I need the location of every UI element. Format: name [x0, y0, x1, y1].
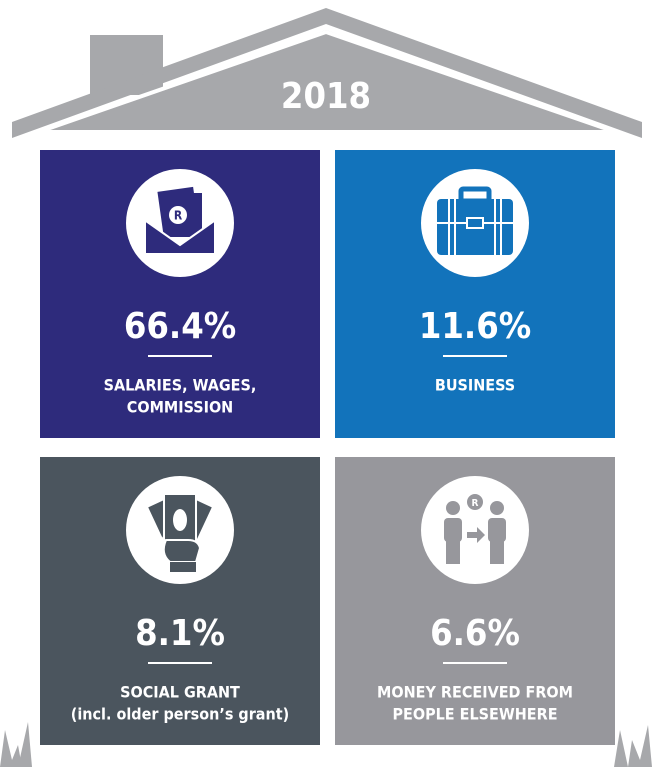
tile: R 66.4% SALARIES, WAGES, COMMISSION: [40, 150, 320, 438]
year: 2018: [281, 76, 371, 117]
icon-circle: [421, 476, 529, 584]
icon-part: [446, 501, 460, 515]
icon-text: R: [174, 209, 183, 223]
icon-part: [169, 206, 187, 224]
tile-label: COMMISSION: [127, 398, 233, 417]
tile-value: 66.4%: [124, 306, 236, 347]
tile-value: 6.6%: [430, 613, 520, 654]
tile-label: (incl. older person’s grant): [71, 705, 289, 724]
grass: [0, 722, 652, 767]
icon-part: [490, 501, 504, 515]
icon-part: [146, 221, 214, 253]
icon-part: [488, 518, 506, 542]
tile-label: PEOPLE ELSEWHERE: [392, 705, 557, 724]
icon-part: [173, 509, 187, 531]
tile: 8.1% SOCIAL GRANT (incl. older person’s gr…: [40, 457, 320, 745]
icon-part: [444, 518, 462, 542]
icon-part: [467, 527, 485, 543]
icon-part: [490, 540, 504, 564]
icon-part: [170, 562, 196, 572]
icon-part: [145, 220, 215, 247]
tile: 11.6% BUSINESS: [335, 150, 615, 438]
roof-line: [49, 29, 605, 130]
roof-inner: [50, 30, 604, 130]
icon-text: R: [472, 498, 479, 509]
tile: R 6.6% MONEY RECEIVED FROM PEOPLE ELSEWHERE: [335, 457, 615, 745]
tile-value: 8.1%: [135, 613, 225, 654]
icon-part: [467, 494, 483, 510]
icon-part: [466, 217, 484, 229]
icon-part: [446, 540, 460, 564]
tile-label: SALARIES, WAGES,: [104, 376, 257, 395]
icon-part: [162, 539, 202, 563]
tile-label: SOCIAL GRANT: [120, 683, 240, 702]
tile-label: MONEY RECEIVED FROM: [377, 683, 573, 702]
tile-label: BUSINESS: [435, 376, 515, 395]
tile-value: 11.6%: [419, 306, 531, 347]
